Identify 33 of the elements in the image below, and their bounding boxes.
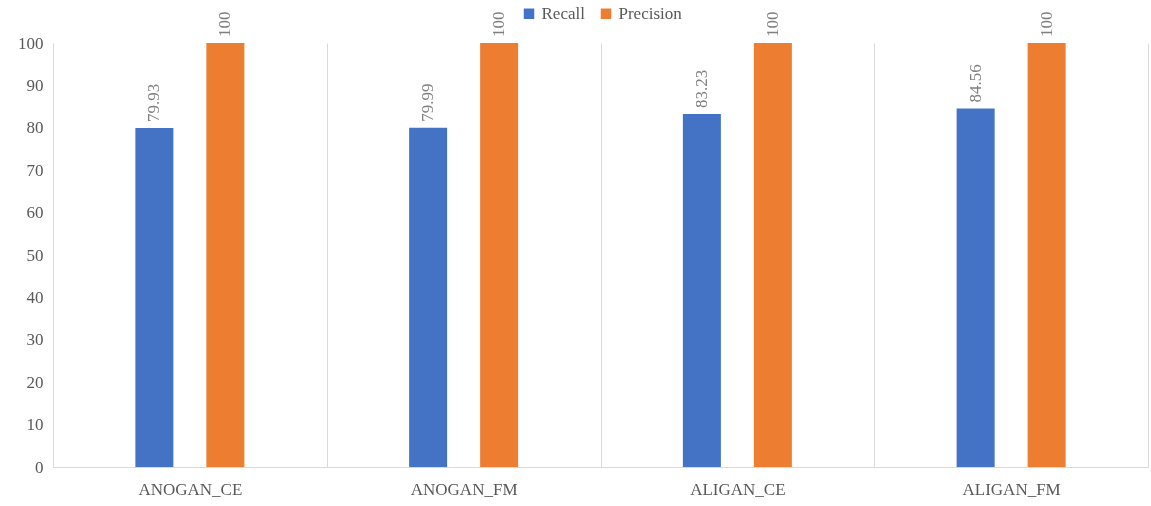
bar xyxy=(206,43,245,467)
data-label: 83.23 xyxy=(691,69,711,109)
legend-label: Recall xyxy=(541,3,586,23)
bar xyxy=(753,43,792,467)
data-label: 84.56 xyxy=(965,64,985,103)
data-label: 100 xyxy=(489,11,509,37)
y-tick-label: 80 xyxy=(26,118,44,138)
x-tick-label: ALIGAN_FM xyxy=(962,479,1061,499)
y-tick-label: 40 xyxy=(26,287,44,307)
data-label: 100 xyxy=(1036,11,1056,37)
y-tick-label: 60 xyxy=(26,203,44,223)
y-tick-label: 10 xyxy=(26,415,44,435)
y-tick-label: 20 xyxy=(26,372,44,392)
x-tick-label: ANOGAN_CE xyxy=(138,479,243,499)
y-tick-label: 50 xyxy=(26,245,44,265)
bar xyxy=(1027,43,1066,467)
y-tick-label: 90 xyxy=(26,75,44,95)
bar xyxy=(682,114,721,467)
data-label: 100 xyxy=(215,11,235,37)
bar xyxy=(480,43,519,467)
data-label: 79.99 xyxy=(418,83,438,122)
y-tick-label: 30 xyxy=(26,330,44,350)
y-tick-label: 100 xyxy=(18,33,44,53)
legend-label: Precision xyxy=(618,3,683,23)
bar xyxy=(135,128,174,467)
x-tick-label: ANOGAN_FM xyxy=(410,479,518,499)
x-tick-label: ALIGAN_CE xyxy=(690,479,786,499)
y-tick-label: 0 xyxy=(35,457,44,477)
y-tick-label: 70 xyxy=(26,160,44,180)
bar xyxy=(956,108,995,467)
data-label: 100 xyxy=(762,11,782,37)
bar xyxy=(409,127,448,467)
data-label: 79.93 xyxy=(144,83,164,123)
